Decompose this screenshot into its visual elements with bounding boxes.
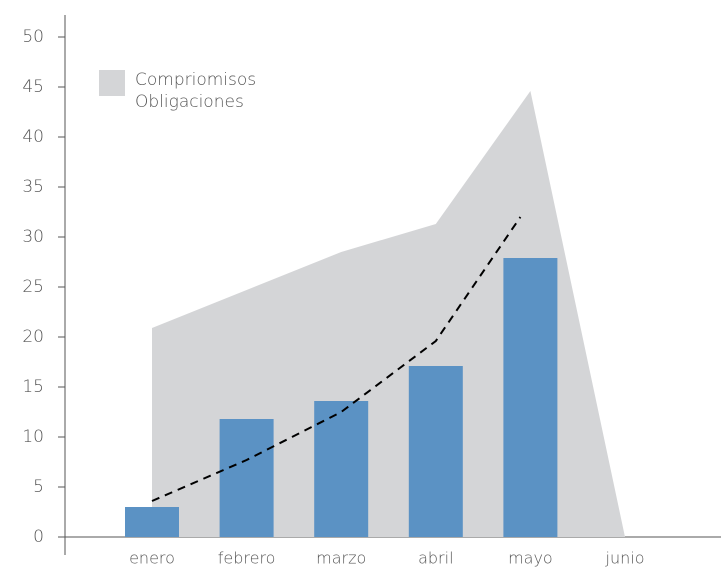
x-tick-label: febrero bbox=[218, 549, 276, 567]
legend-label: Obligaciones bbox=[135, 92, 244, 112]
bar bbox=[219, 419, 274, 537]
y-tick-label: 50 bbox=[22, 27, 44, 47]
bar bbox=[125, 507, 179, 537]
x-tick-label: enero bbox=[129, 549, 175, 567]
bar bbox=[408, 366, 463, 537]
legend-swatch bbox=[99, 70, 125, 96]
x-tick-label: junio bbox=[605, 549, 645, 567]
y-tick-label: 35 bbox=[22, 177, 44, 197]
y-tick-label: 25 bbox=[22, 277, 44, 297]
bar bbox=[314, 401, 369, 537]
bar bbox=[503, 258, 558, 537]
y-tick-label: 10 bbox=[22, 427, 44, 447]
y-tick-label: 40 bbox=[22, 127, 44, 147]
x-tick-label: mayo bbox=[508, 549, 553, 567]
y-tick-label: 0 bbox=[33, 527, 44, 547]
y-tick-label: 15 bbox=[22, 377, 44, 397]
x-tick-label: marzo bbox=[316, 549, 366, 567]
y-tick-label: 5 bbox=[33, 477, 44, 497]
x-tick-label: abril bbox=[418, 549, 453, 567]
legend-label: Compriomisos bbox=[135, 70, 256, 90]
y-tick-label: 20 bbox=[22, 327, 44, 347]
y-tick-label: 30 bbox=[22, 227, 44, 247]
y-tick-label: 45 bbox=[22, 77, 44, 97]
